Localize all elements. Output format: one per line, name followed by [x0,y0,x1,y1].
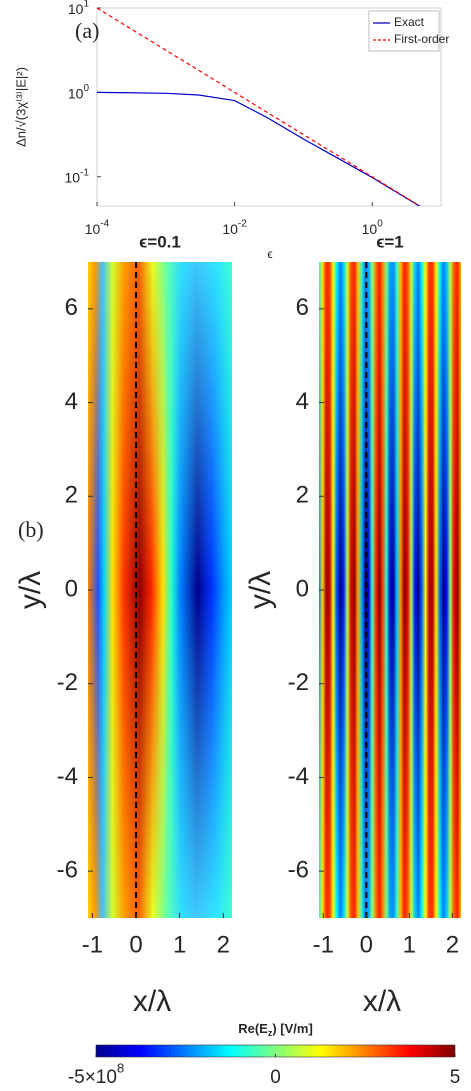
heatmap-title: ϵ=0.1 [139,232,181,251]
x-axis-label: x/λ [363,985,401,1018]
x-tick-label-base: 10 [362,221,378,237]
heatmap-title: ϵ=1 [376,232,404,251]
colorbar-label-sub: z [268,1028,273,1038]
x-tick-label-base: 10 [85,221,101,237]
data-line [97,8,422,206]
y-axis-label: y/λ [14,571,47,609]
x-tick-label: 0 [129,931,142,958]
legend-label: Exact [394,15,425,29]
colorbar-tick-label-exponent: 8 [117,1061,124,1076]
x-tick-label: 2 [446,931,459,958]
x-tick-label: 1 [403,931,416,958]
x-axis-label: ϵ [267,247,272,261]
data-line [97,91,421,206]
x-tick-label: 2 [217,931,230,958]
panel-label: (b) [18,517,44,542]
x-tick-label: 0 [360,931,373,958]
y-tick-label-exponent: 1 [83,0,89,9]
colorbar-tick-label: 0 [270,1067,281,1088]
colorbar-label-text: ) [V/m] [272,1021,312,1036]
y-tick-label-base: 10 [68,1,84,17]
x-tick-label: -1 [82,931,103,958]
y-tick-label: 0 [65,575,78,602]
y-tick-label: 2 [296,482,309,509]
x-tick-label-exponent: -2 [238,218,247,229]
x-tick-label-exponent: -4 [100,218,109,229]
colorbar-tick-label-base: 5 [450,1067,461,1088]
y-axis-label: y/λ [244,571,277,609]
x-tick-label: 10-2 [222,218,247,236]
legend-label: First-order [394,32,449,46]
y-tick-label: 6 [65,294,78,321]
y-tick-label: -2 [288,669,309,696]
y-tick-label: 2 [65,482,78,509]
x-tick-label-exponent: 0 [377,218,383,229]
panel-label: (a) [75,18,99,43]
x-axis-label: x/λ [133,985,171,1018]
legend-box [368,10,440,52]
y-tick-label-exponent: 0 [83,83,89,94]
y-tick-label-base: 10 [68,85,84,101]
y-tick-label: -6 [57,856,78,883]
y-tick-label: -6 [288,856,309,883]
y-tick-label: -2 [57,669,78,696]
y-tick-label: 0 [296,575,309,602]
y-tick-label: -4 [57,763,78,790]
y-axis-label: Δn/√(3χ⁽³⁾|E|²) [13,67,28,147]
x-tick-label-base: 10 [222,221,238,237]
y-tick-label: 4 [65,388,78,415]
y-tick-label: 4 [296,388,309,415]
colorbar-label: Re(Ez) [V/m] [238,1021,313,1038]
x-tick-label: 10-4 [85,218,110,236]
y-tick-label-base: 10 [65,169,81,185]
x-tick-label: 100 [362,218,384,236]
x-tick-label: 1 [173,931,186,958]
y-tick-label: 100 [68,83,90,101]
colorbar-label-text: Re(E [238,1021,268,1036]
colorbar-tick-label: 5 [450,1067,461,1088]
x-tick-label: -1 [313,931,334,958]
field-map-core [88,262,232,918]
y-tick-label: 6 [296,294,309,321]
y-tick-label: 101 [68,0,90,17]
colorbar-tick-label-base: -5×10 [68,1067,117,1088]
y-tick-label-exponent: -1 [80,167,89,178]
y-tick-label: -4 [288,763,309,790]
colorbar-tick-label: -5×108 [68,1061,124,1088]
y-tick-label: 10-1 [65,167,90,185]
field-map-core [319,262,461,918]
